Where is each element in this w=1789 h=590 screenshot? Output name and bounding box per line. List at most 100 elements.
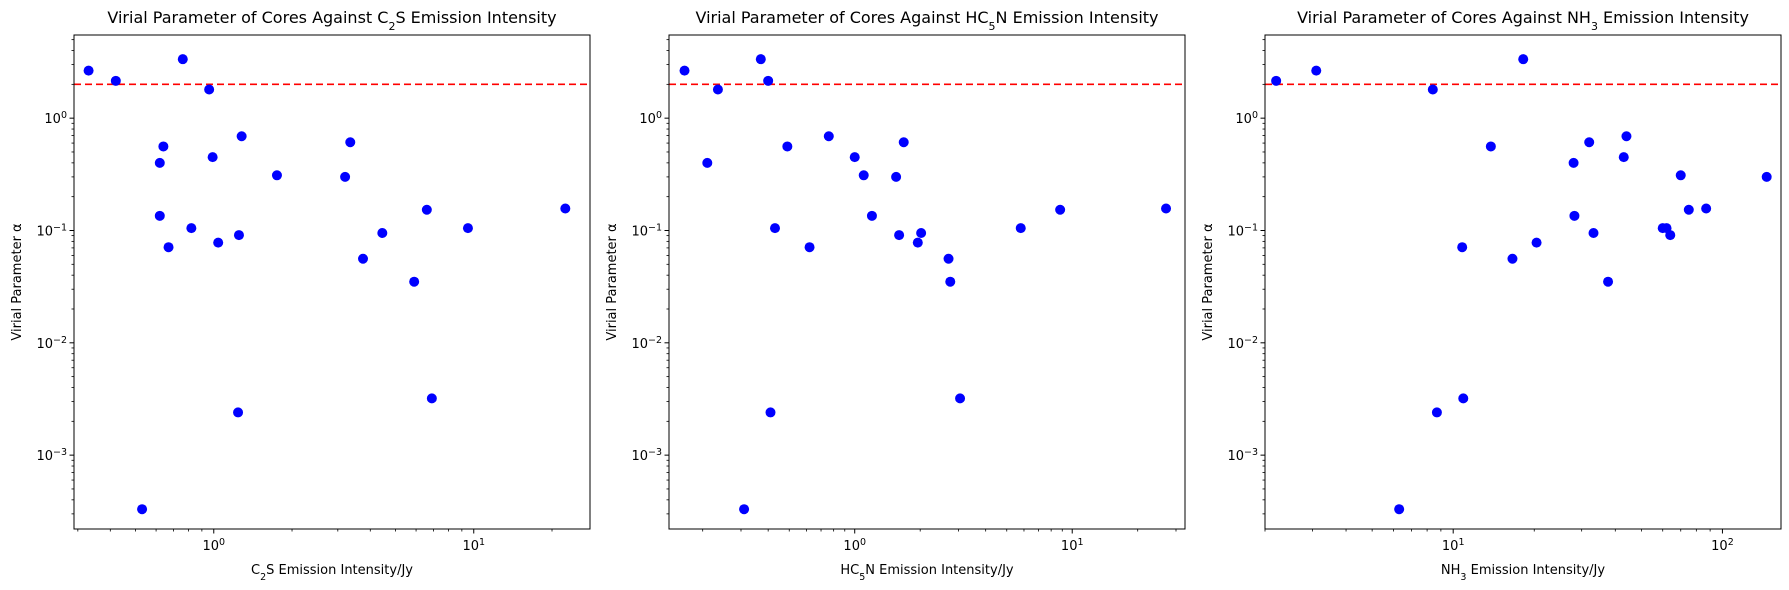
x-axis-ticks: 101 102 bbox=[1442, 529, 1734, 554]
y-tick-label: 10−2 bbox=[1227, 334, 1258, 352]
data-point bbox=[1584, 137, 1595, 148]
data-point bbox=[1603, 276, 1614, 287]
subplot-1: 100 101 10−3 10−2 10−1 100 Virial Parameter of… bbox=[10, 8, 591, 583]
data-point bbox=[891, 171, 902, 182]
data-point bbox=[233, 230, 244, 241]
data-point bbox=[204, 84, 215, 95]
data-point bbox=[271, 170, 282, 181]
chart-title: Virial Parameter of Cores Against NH3 Em… bbox=[1297, 8, 1749, 33]
data-point bbox=[207, 152, 218, 163]
data-point bbox=[154, 210, 165, 221]
data-point bbox=[1683, 204, 1694, 215]
y-tick-label: 100 bbox=[1235, 110, 1258, 128]
data-point bbox=[804, 242, 815, 253]
data-point bbox=[426, 393, 437, 404]
y-axis-label: Virial Parameter α bbox=[605, 223, 620, 340]
y-tick-label: 100 bbox=[639, 110, 662, 128]
data-point bbox=[1311, 65, 1322, 76]
data-point bbox=[154, 157, 165, 168]
data-point bbox=[782, 141, 793, 152]
x-tick-label: 102 bbox=[1711, 537, 1734, 555]
axes-frame bbox=[668, 34, 1186, 530]
data-point bbox=[421, 204, 432, 215]
data-point bbox=[1427, 84, 1438, 95]
y-tick-label: 100 bbox=[44, 110, 67, 128]
scatter-points bbox=[1271, 54, 1772, 515]
y-axis-ticks: 10−3 10−2 10−1 100 bbox=[1227, 110, 1265, 464]
y-tick-label: 10−1 bbox=[1227, 222, 1258, 240]
data-point bbox=[898, 137, 909, 148]
data-point bbox=[712, 84, 723, 95]
axes-frame bbox=[1264, 34, 1782, 530]
y-tick-label: 10−3 bbox=[1227, 447, 1258, 465]
data-point bbox=[763, 75, 774, 86]
data-point bbox=[1271, 75, 1282, 86]
data-point bbox=[233, 407, 244, 418]
data-point bbox=[1701, 203, 1712, 214]
data-point bbox=[765, 407, 776, 418]
data-point bbox=[769, 223, 780, 234]
data-point bbox=[858, 170, 869, 181]
y-axis-ticks: 10−3 10−2 10−1 100 bbox=[631, 110, 669, 464]
data-point bbox=[163, 242, 174, 253]
x-tick-label: 100 bbox=[202, 537, 225, 555]
x-tick-label: 100 bbox=[843, 537, 866, 555]
data-point bbox=[213, 237, 224, 248]
subplot-2: 100 101 10−3 10−2 10−1 100 Virial Parameter of… bbox=[605, 8, 1186, 583]
data-point bbox=[1588, 227, 1599, 238]
data-point bbox=[1015, 223, 1026, 234]
data-point bbox=[1161, 203, 1172, 214]
data-point bbox=[943, 253, 954, 264]
data-point bbox=[1531, 237, 1542, 248]
data-point bbox=[340, 171, 351, 182]
data-point bbox=[912, 237, 923, 248]
data-point bbox=[158, 141, 169, 152]
data-point bbox=[409, 276, 420, 287]
data-point bbox=[1665, 230, 1676, 241]
scatter-points bbox=[83, 54, 571, 515]
data-point bbox=[1394, 504, 1405, 515]
data-point bbox=[1761, 171, 1772, 182]
data-point bbox=[560, 203, 571, 214]
y-tick-label: 10−1 bbox=[631, 222, 662, 240]
x-axis-label: NH3 Emission Intensity/Jy bbox=[1441, 563, 1605, 583]
data-point bbox=[702, 157, 713, 168]
data-point bbox=[462, 223, 473, 234]
data-point bbox=[1621, 131, 1632, 142]
data-point bbox=[177, 54, 188, 65]
data-point bbox=[955, 393, 966, 404]
data-point bbox=[1618, 152, 1629, 163]
data-point bbox=[137, 504, 148, 515]
data-point bbox=[1568, 157, 1579, 168]
data-point bbox=[1485, 141, 1496, 152]
data-point bbox=[866, 210, 877, 221]
x-axis-ticks: 100 101 bbox=[843, 529, 1084, 555]
x-axis-label: HC5N Emission Intensity/Jy bbox=[840, 563, 1014, 583]
y-tick-label: 10−3 bbox=[36, 447, 67, 465]
data-point bbox=[186, 223, 197, 234]
data-point bbox=[916, 227, 927, 238]
data-point bbox=[755, 54, 766, 65]
data-point bbox=[83, 65, 94, 76]
data-point bbox=[739, 504, 750, 515]
y-axis-label: Virial Parameter α bbox=[1201, 223, 1216, 340]
data-point bbox=[1507, 253, 1518, 264]
data-point bbox=[236, 131, 247, 142]
data-point bbox=[377, 227, 388, 238]
y-tick-label: 10−2 bbox=[36, 334, 67, 352]
x-axis-ticks: 100 101 bbox=[202, 529, 485, 554]
x-axis-label: C2S Emission Intensity/Jy bbox=[251, 563, 413, 583]
chart-title: Virial Parameter of Cores Against C2S Em… bbox=[107, 8, 556, 33]
data-point bbox=[1675, 170, 1686, 181]
data-point bbox=[358, 253, 369, 264]
data-point bbox=[1431, 407, 1442, 418]
x-tick-label: 101 bbox=[462, 537, 485, 555]
data-point bbox=[894, 230, 905, 241]
data-point bbox=[945, 276, 956, 287]
data-point bbox=[1458, 393, 1469, 404]
scatter-points bbox=[679, 54, 1172, 515]
subplot-3: 101 102 10−3 10−2 10−1 100 Virial Parameter of… bbox=[1201, 8, 1782, 583]
x-tick-label: 101 bbox=[1061, 537, 1084, 555]
data-point bbox=[1518, 54, 1529, 65]
